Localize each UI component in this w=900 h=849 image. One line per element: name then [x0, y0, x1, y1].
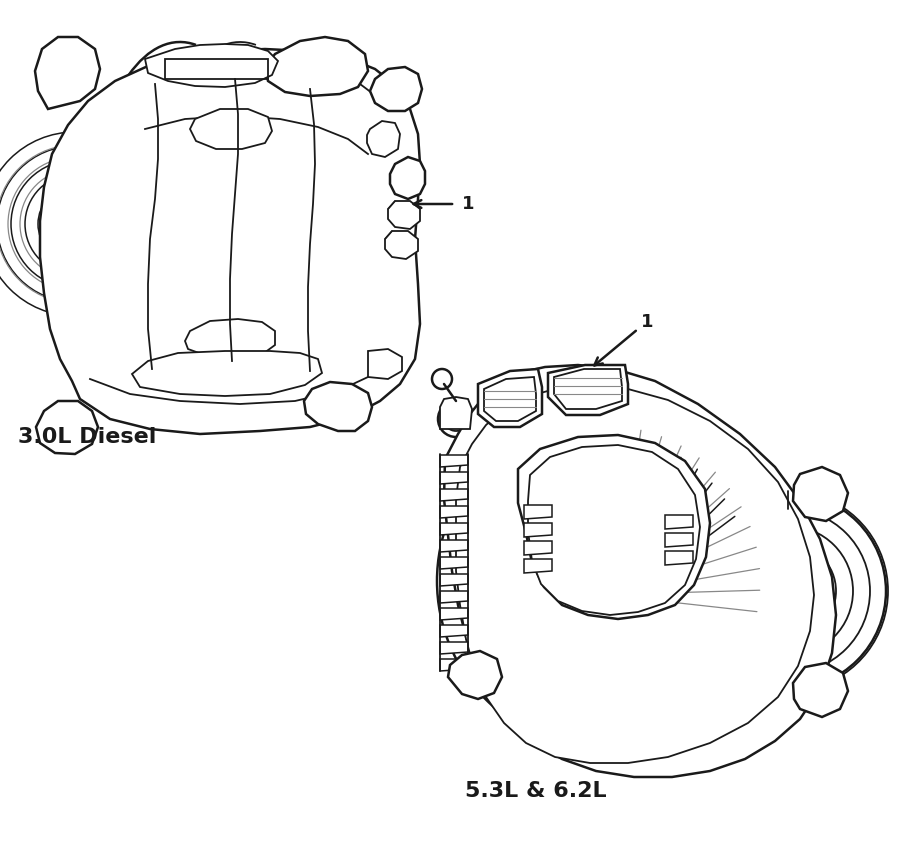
Polygon shape: [440, 540, 468, 552]
Polygon shape: [440, 557, 468, 569]
Polygon shape: [304, 382, 372, 431]
Polygon shape: [518, 435, 710, 619]
Polygon shape: [524, 559, 552, 573]
Polygon shape: [390, 157, 425, 199]
Polygon shape: [448, 651, 502, 699]
Text: 3.0L Diesel: 3.0L Diesel: [18, 427, 157, 447]
Polygon shape: [440, 591, 468, 603]
Polygon shape: [478, 369, 542, 427]
Polygon shape: [440, 523, 468, 535]
Polygon shape: [793, 467, 848, 521]
Polygon shape: [554, 369, 622, 409]
Text: 1: 1: [641, 313, 653, 331]
Polygon shape: [35, 37, 100, 109]
Polygon shape: [524, 541, 552, 555]
Polygon shape: [36, 401, 98, 454]
Polygon shape: [145, 44, 278, 87]
Polygon shape: [367, 121, 400, 157]
Polygon shape: [665, 515, 693, 529]
Polygon shape: [190, 109, 272, 149]
Polygon shape: [524, 523, 552, 537]
Text: 1: 1: [462, 195, 474, 213]
Polygon shape: [444, 365, 836, 777]
Polygon shape: [548, 365, 628, 415]
Polygon shape: [185, 319, 275, 359]
Polygon shape: [665, 551, 693, 565]
Polygon shape: [665, 533, 693, 547]
Polygon shape: [440, 625, 468, 637]
Polygon shape: [484, 377, 536, 421]
Polygon shape: [456, 386, 814, 763]
Polygon shape: [40, 49, 420, 434]
Polygon shape: [265, 37, 368, 96]
Polygon shape: [368, 349, 402, 379]
Polygon shape: [528, 445, 700, 615]
Polygon shape: [370, 67, 422, 111]
Polygon shape: [385, 231, 418, 259]
Polygon shape: [440, 397, 472, 429]
Polygon shape: [440, 506, 468, 518]
Polygon shape: [440, 659, 468, 671]
Text: 5.3L & 6.2L: 5.3L & 6.2L: [465, 781, 607, 801]
Polygon shape: [524, 505, 552, 519]
Polygon shape: [440, 608, 468, 620]
Polygon shape: [440, 455, 468, 467]
Polygon shape: [440, 574, 468, 586]
Polygon shape: [388, 201, 420, 229]
Polygon shape: [440, 489, 468, 501]
Polygon shape: [132, 351, 322, 396]
Polygon shape: [440, 642, 468, 654]
Polygon shape: [793, 663, 848, 717]
Polygon shape: [440, 472, 468, 484]
